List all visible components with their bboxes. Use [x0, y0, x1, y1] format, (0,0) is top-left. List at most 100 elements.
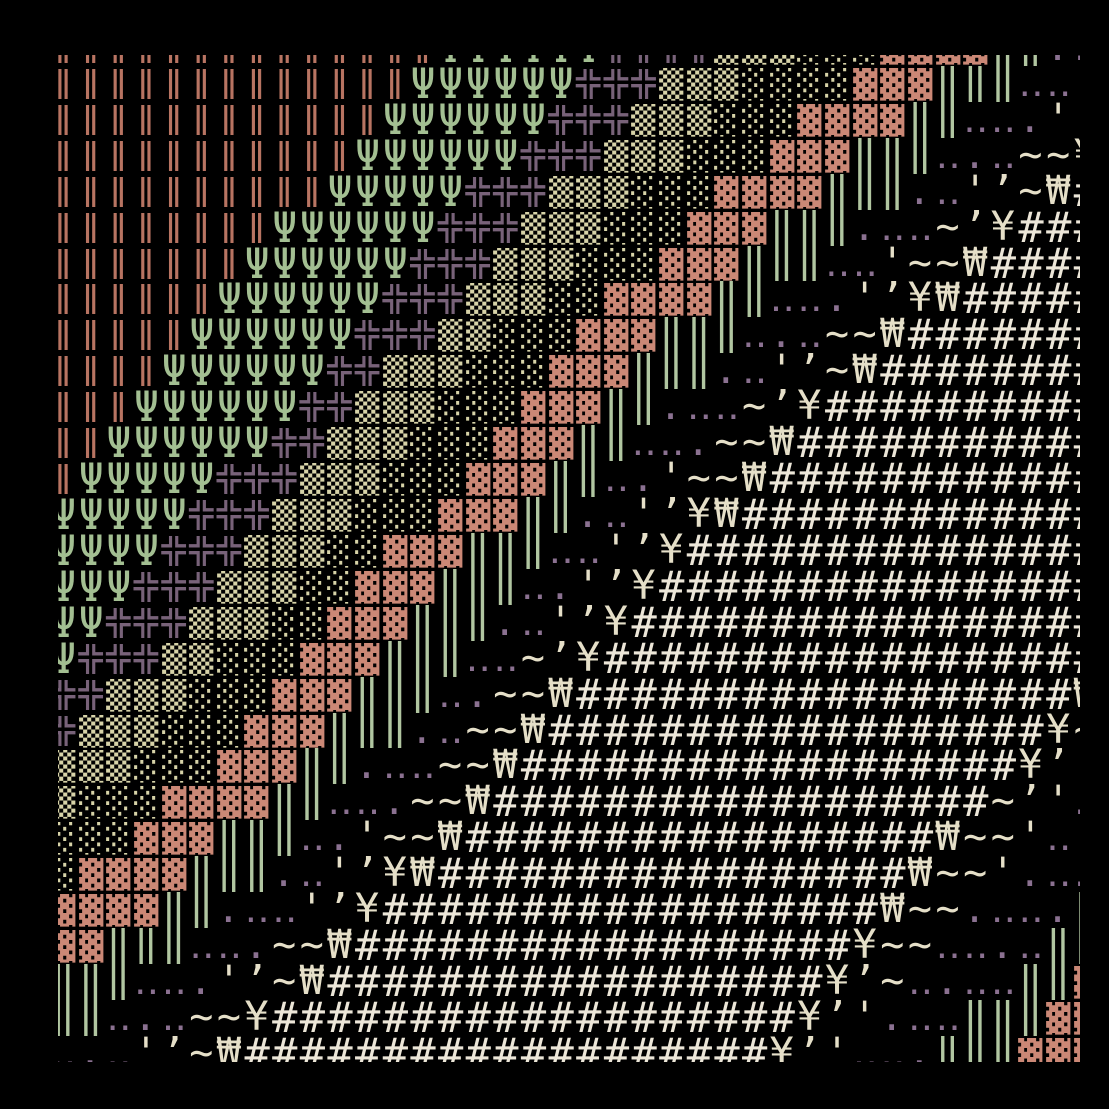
glyph-cell-double-vertical-bar: ║ — [78, 104, 103, 135]
glyph-cell-hash: # — [742, 784, 768, 821]
grid-row: ΨΨ╬╬╬▒▒▒░░▓▓▓‖‖‖.‥'’¥################# — [58, 605, 1080, 641]
glyph-cell-light-shade-block: ░ — [521, 355, 546, 388]
glyph-cell-hash: # — [797, 748, 823, 785]
glyph-cell-double-vertical-bar: ║ — [78, 428, 103, 459]
glyph-cell-psi: Ψ — [133, 496, 160, 533]
glyph-cell-double-vertical-line: ‖ — [299, 748, 324, 785]
glyph-cell-hash: # — [907, 748, 934, 785]
glyph-cell-psi: Ψ — [161, 461, 187, 497]
glyph-cell-medium-shade-block: ▒ — [659, 139, 684, 173]
glyph-cell-psi: Ψ — [216, 317, 243, 354]
glyph-cell-hash: # — [1046, 461, 1072, 497]
glyph-cell-double-vertical-bar: ║ — [299, 140, 324, 171]
glyph-cell-double-cross: ╬ — [548, 104, 573, 135]
glyph-cell-hash: # — [299, 1035, 326, 1062]
glyph-cell-dark-shade-block: ▓ — [382, 534, 408, 568]
glyph-cell-double-cross: ╬ — [133, 643, 159, 674]
glyph-cell-double-vertical-bar: ║ — [78, 176, 103, 207]
glyph-cell-psi: Ψ — [355, 137, 381, 174]
glyph-cell-medium-shade-block: ▒ — [327, 463, 352, 496]
glyph-cell-hash: # — [935, 461, 961, 497]
glyph-cell-hash: # — [742, 999, 768, 1036]
glyph-cell-hash: # — [686, 748, 713, 785]
glyph-cell-two-dot-leader: . — [244, 928, 268, 964]
glyph-cell-hash: # — [824, 676, 851, 713]
glyph-cell-hash: # — [327, 1035, 353, 1062]
art-viewport: ║║║║║║║║║║║║║║ΨΨΨΨΨΨ╬╬╬╬▒▒▒░░░▓▓▓▓‖‖.‥║║… — [58, 55, 1080, 1062]
glyph-cell-psi: Ψ — [355, 245, 381, 282]
glyph-cell-dark-shade-block: ▓ — [576, 391, 601, 424]
glyph-cell-psi: Ψ — [161, 353, 187, 390]
glyph-cell-apostrophe: ' — [880, 245, 905, 282]
glyph-cell-double-vertical-bar: ║ — [105, 55, 133, 66]
glyph-cell-hash: # — [1046, 353, 1072, 390]
glyph-cell-curly-quote: ’ — [824, 999, 850, 1036]
glyph-cell-tilde: ~ — [299, 928, 324, 964]
glyph-cell-double-vertical-line: ‖ — [382, 712, 407, 749]
glyph-cell-double-vertical-line: ‖ — [1046, 963, 1071, 1000]
glyph-cell-medium-shade-block: ▒ — [78, 714, 103, 748]
glyph-cell-apostrophe: ' — [852, 281, 877, 318]
glyph-cell-tilde: ~ — [880, 928, 905, 964]
glyph-cell-psi: Ψ — [58, 532, 77, 569]
glyph-cell-psi: Ψ — [355, 209, 381, 246]
glyph-cell-hash: # — [852, 604, 878, 641]
glyph-cell-hash: # — [907, 604, 934, 641]
glyph-cell-double-vertical-bar: ║ — [244, 176, 269, 207]
glyph-cell-light-shade-block: ░ — [631, 211, 656, 245]
glyph-cell-hash: # — [1018, 389, 1044, 426]
glyph-cell-hash: # — [990, 676, 1017, 713]
glyph-cell-medium-shade-block: ▒ — [272, 534, 297, 568]
glyph-cell-apostrophe: ' — [603, 532, 628, 569]
glyph-cell-hash: # — [548, 963, 574, 1000]
glyph-cell-curly-quote: ’ — [1046, 748, 1071, 785]
glyph-cell-medium-shade-block: ▒ — [410, 391, 435, 424]
glyph-cell-two-dot-leader: ‥ — [216, 928, 243, 964]
glyph-cell-hash: # — [1046, 676, 1072, 713]
glyph-cell-yen-sign: ¥ — [382, 856, 407, 893]
glyph-cell-double-vertical-bar: ║ — [106, 248, 131, 279]
glyph-cell-light-shade-block: ░ — [272, 606, 297, 640]
glyph-cell-dark-shade-block: ▓ — [521, 391, 546, 424]
glyph-cell-dark-shade-block: ▓ — [576, 355, 601, 388]
glyph-cell-two-dot-leader: . — [852, 209, 876, 246]
glyph-cell-two-dot-leader: ‥ — [1073, 55, 1080, 66]
glyph-cell-two-dot-leader: ‥ — [299, 856, 326, 893]
glyph-cell-hash: # — [631, 604, 657, 641]
glyph-cell-hash: # — [797, 568, 823, 605]
glyph-cell-two-dot-leader: ‥ — [133, 963, 160, 1000]
glyph-cell-hash: # — [437, 928, 464, 964]
glyph-cell-hash: # — [797, 532, 823, 569]
glyph-cell-medium-shade-block: ▒ — [134, 714, 159, 748]
glyph-cell-double-vertical-line: ‖ — [990, 999, 1015, 1036]
glyph-cell-light-shade-block: ░ — [824, 55, 852, 66]
glyph-cell-dark-shade-block: ▓ — [355, 570, 380, 604]
glyph-cell-medium-shade-block: ▒ — [741, 55, 769, 66]
glyph-cell-double-vertical-bar: ║ — [58, 428, 76, 459]
glyph-cell-double-vertical-bar: ║ — [58, 320, 76, 351]
glyph-cell-hash: # — [907, 461, 934, 497]
glyph-cell-dark-shade-block: ▓ — [1073, 1000, 1080, 1036]
glyph-cell-double-vertical-bar: ║ — [106, 284, 131, 315]
glyph-cell-medium-shade-block: ▒ — [659, 103, 684, 137]
glyph-cell-tilde: ~ — [686, 461, 711, 497]
grid-row: ╬▒▒▒░░░▓▓▓‖‖‖.‥~~₩##################¥~ — [58, 713, 1080, 749]
glyph-cell-medium-shade-block: ▒ — [106, 678, 131, 712]
glyph-cell-hash: # — [493, 892, 519, 929]
glyph-cell-double-vertical-line: ‖ — [161, 892, 186, 929]
glyph-cell-hash: # — [769, 748, 795, 785]
glyph-cell-light-shade-block: ░ — [244, 678, 269, 712]
glyph-cell-medium-shade-block: ▒ — [493, 283, 518, 317]
glyph-cell-two-dot-leader: . — [1046, 892, 1069, 929]
glyph-cell-hash: # — [742, 892, 768, 929]
glyph-cell-psi: Ψ — [437, 173, 464, 210]
glyph-cell-tilde: ~ — [189, 999, 214, 1036]
glyph-cell-medium-shade-block: ▒ — [106, 714, 131, 748]
glyph-cell-hash: # — [465, 999, 491, 1036]
glyph-cell-yen-sign: ¥ — [686, 496, 711, 533]
glyph-cell-hash: # — [769, 461, 795, 497]
glyph-cell-hash: # — [742, 963, 768, 1000]
glyph-cell-double-cross: ╬ — [161, 535, 186, 566]
glyph-cell-medium-shade-block: ▒ — [410, 355, 435, 388]
